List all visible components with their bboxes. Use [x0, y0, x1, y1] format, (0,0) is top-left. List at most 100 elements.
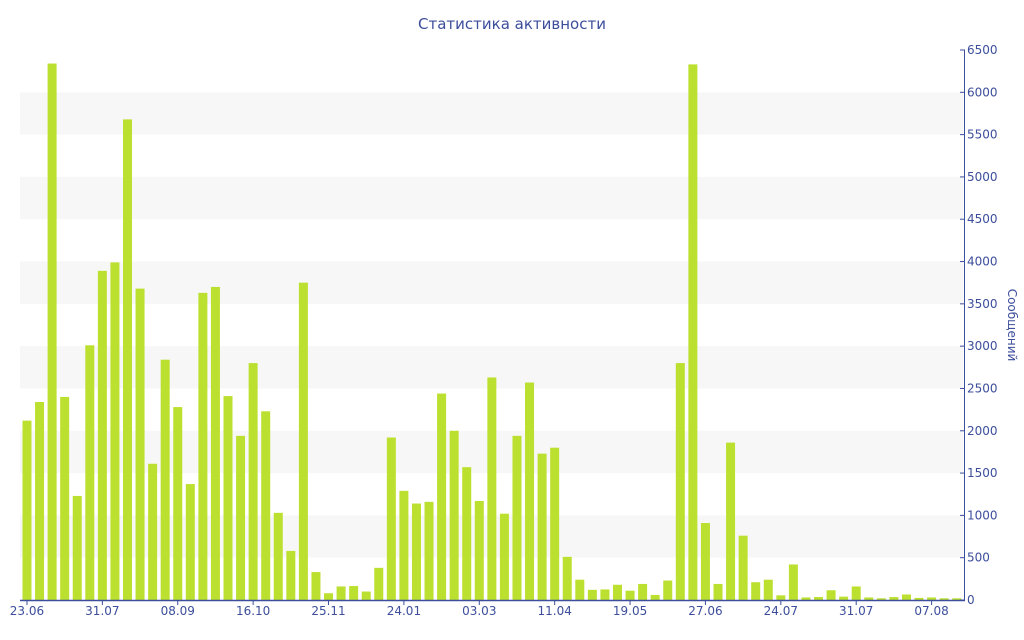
x-tick-label: 24.01: [387, 604, 421, 618]
bar: [22, 420, 32, 600]
bar: [751, 582, 761, 600]
bar: [638, 583, 648, 600]
bar: [688, 64, 698, 600]
bar: [864, 597, 874, 600]
y-tick-label: 4500: [967, 212, 998, 226]
x-tick-label: 31.07: [839, 604, 873, 618]
bar: [286, 550, 296, 600]
x-tick-label: 24.07: [764, 604, 798, 618]
x-tick-label: 03.03: [462, 604, 496, 618]
bar: [901, 594, 911, 600]
y-tick-label: 2500: [967, 381, 998, 395]
bar: [612, 584, 622, 600]
x-tick-label: 07.08: [914, 604, 948, 618]
bar: [399, 490, 409, 600]
bar: [738, 535, 748, 600]
bar: [462, 467, 472, 600]
bar: [889, 597, 899, 600]
bar: [550, 447, 560, 600]
bar: [135, 288, 145, 600]
bar: [97, 270, 107, 600]
bar: [575, 579, 585, 600]
bar: [298, 282, 308, 600]
y-tick-label: 500: [967, 551, 990, 565]
y-tick-label: 3500: [967, 297, 998, 311]
bar: [110, 262, 120, 600]
bar: [223, 396, 233, 600]
y-tick-label: 3000: [967, 339, 998, 353]
bar: [587, 589, 597, 600]
bar: [185, 484, 195, 600]
bar: [537, 453, 547, 600]
x-tick-label: 23.06: [10, 604, 44, 618]
bar: [650, 594, 660, 600]
x-tick-label: 31.07: [85, 604, 119, 618]
y-tick-label: 5500: [967, 128, 998, 142]
bar: [361, 591, 371, 600]
bar: [700, 523, 710, 600]
bar: [386, 437, 396, 600]
bar: [927, 597, 937, 600]
bar: [525, 382, 535, 600]
bar: [160, 359, 170, 600]
bar: [273, 512, 283, 600]
x-tick-label: 25.11: [311, 604, 345, 618]
x-tick-label: 27.06: [688, 604, 722, 618]
bar: [85, 345, 95, 600]
bar: [311, 572, 321, 600]
x-tick-label: 19.05: [613, 604, 647, 618]
bar: [411, 503, 421, 600]
bar: [47, 63, 57, 601]
bar: [437, 393, 447, 600]
bar: [876, 598, 886, 600]
bar: [625, 590, 635, 600]
bar: [324, 593, 334, 600]
bar: [336, 586, 346, 600]
y-tick-label: 6000: [967, 85, 998, 99]
bar: [952, 598, 962, 600]
x-tick-label: 11.04: [537, 604, 571, 618]
y-axis-label: Сообщений: [1005, 289, 1019, 362]
y-tick-label: 0: [967, 593, 975, 607]
y-tick-label: 2000: [967, 424, 998, 438]
bar: [499, 513, 509, 600]
bar: [374, 567, 384, 600]
bar: [60, 396, 70, 600]
chart-title: Статистика активности: [418, 15, 606, 33]
bar: [663, 580, 673, 600]
bar: [851, 586, 861, 600]
bar: [826, 590, 836, 600]
bar: [675, 363, 685, 600]
x-tick-label: 08.09: [161, 604, 195, 618]
y-tick-label: 1500: [967, 466, 998, 480]
x-tick-label: 16.10: [236, 604, 270, 618]
bar: [788, 564, 798, 600]
bar: [939, 598, 949, 600]
bar: [487, 377, 497, 600]
bar: [236, 435, 246, 600]
bar: [562, 556, 572, 600]
grid-band: [20, 92, 963, 135]
y-tick-label: 1000: [967, 508, 998, 522]
bar: [474, 501, 484, 600]
bar: [763, 579, 773, 600]
bar: [839, 596, 849, 600]
y-tick-label: 6500: [967, 43, 998, 57]
grid-band: [20, 261, 963, 304]
y-tick-label: 5000: [967, 170, 998, 184]
bar: [148, 463, 158, 600]
bar: [726, 442, 736, 600]
bar: [914, 597, 924, 600]
bar: [122, 119, 132, 600]
bar: [261, 411, 271, 600]
y-tick-label: 4000: [967, 255, 998, 269]
bar: [814, 597, 824, 600]
bar: [198, 292, 208, 600]
bar: [173, 407, 183, 600]
bar: [449, 430, 459, 600]
bar: [801, 597, 811, 600]
grid-band: [20, 176, 963, 220]
bar: [424, 501, 434, 600]
bar: [72, 495, 82, 600]
